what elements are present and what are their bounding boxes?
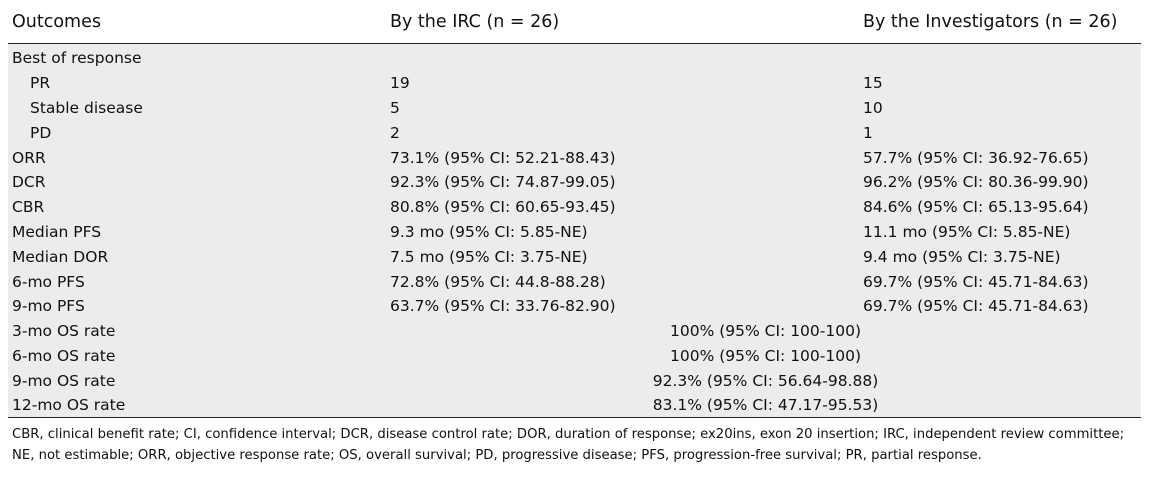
irc-value: 19: [386, 70, 859, 96]
row-label: 9-mo OS rate: [8, 368, 386, 394]
table-header: Outcomes By the IRC (n = 26) By the Inve…: [8, 0, 1141, 44]
table-row: 6-mo OS rate 100% (95% CI: 100-100): [8, 343, 1141, 369]
row-label: Median DOR: [8, 244, 386, 270]
inv-value: 96.2% (95% CI: 80.36-99.90): [859, 169, 1141, 195]
row-label: 6-mo OS rate: [8, 343, 386, 369]
irc-value: 92.3% (95% CI: 74.87-99.05): [386, 169, 859, 195]
combined-value: 83.1% (95% CI: 47.17-95.53): [386, 393, 1141, 419]
table-body: Best of response PR 19 15 Stable disease…: [8, 43, 1141, 419]
inv-value: 11.1 mo (95% CI: 5.85-NE): [859, 219, 1141, 245]
table-row: CBR 80.8% (95% CI: 60.65-93.45) 84.6% (9…: [8, 194, 1141, 220]
header-irc: By the IRC (n = 26): [386, 0, 859, 44]
irc-value: 7.5 mo (95% CI: 3.75-NE): [386, 244, 859, 270]
inv-value: 69.7% (95% CI: 45.71-84.63): [859, 269, 1141, 294]
table-row: Stable disease 5 10: [8, 95, 1141, 121]
inv-value: [859, 43, 1141, 71]
irc-value: 63.7% (95% CI: 33.76-82.90): [386, 293, 859, 319]
row-label: 12-mo OS rate: [8, 393, 386, 419]
irc-value: 72.8% (95% CI: 44.8-88.28): [386, 269, 859, 294]
table-row: 9-mo OS rate 92.3% (95% CI: 56.64-98.88): [8, 368, 1141, 394]
row-label: 9-mo PFS: [8, 293, 386, 319]
row-label: 6-mo PFS: [8, 269, 386, 294]
table-row: PD 2 1: [8, 120, 1141, 146]
inv-value: 84.6% (95% CI: 65.13-95.64): [859, 194, 1141, 220]
irc-value: [386, 43, 859, 71]
header-outcomes: Outcomes: [8, 0, 386, 44]
row-label: PD: [8, 120, 386, 146]
header-investigators: By the Investigators (n = 26): [859, 0, 1141, 44]
table-row: 9-mo PFS 63.7% (95% CI: 33.76-82.90) 69.…: [8, 293, 1141, 319]
row-label: Median PFS: [8, 219, 386, 245]
inv-value: 69.7% (95% CI: 45.71-84.63): [859, 293, 1141, 319]
table-row: 3-mo OS rate 100% (95% CI: 100-100): [8, 318, 1141, 344]
table-row: Median DOR 7.5 mo (95% CI: 3.75-NE) 9.4 …: [8, 244, 1141, 270]
combined-value: 92.3% (95% CI: 56.64-98.88): [386, 368, 1141, 394]
combined-value: 100% (95% CI: 100-100): [386, 343, 1141, 369]
row-label: 3-mo OS rate: [8, 318, 386, 344]
row-label: DCR: [8, 169, 386, 195]
table-footnote: CBR, clinical benefit rate; CI, confiden…: [12, 427, 1125, 463]
header-row: Outcomes By the IRC (n = 26) By the Inve…: [8, 0, 1141, 44]
table-row: 12-mo OS rate 83.1% (95% CI: 47.17-95.53…: [8, 393, 1141, 419]
irc-value: 5: [386, 95, 859, 121]
table-row: ORR 73.1% (95% CI: 52.21-88.43) 57.7% (9…: [8, 145, 1141, 170]
inv-value: 9.4 mo (95% CI: 3.75-NE): [859, 244, 1141, 270]
row-label: Best of response: [8, 43, 386, 71]
irc-value: 73.1% (95% CI: 52.21-88.43): [386, 145, 859, 170]
outcomes-table: Outcomes By the IRC (n = 26) By the Inve…: [8, 0, 1141, 419]
combined-value: 100% (95% CI: 100-100): [386, 318, 1141, 344]
table-row: Best of response: [8, 43, 1141, 71]
inv-value: 1: [859, 120, 1141, 146]
inv-value: 15: [859, 70, 1141, 96]
inv-value: 57.7% (95% CI: 36.92-76.65): [859, 145, 1141, 170]
row-label: Stable disease: [8, 95, 386, 121]
irc-value: 80.8% (95% CI: 60.65-93.45): [386, 194, 859, 220]
row-label: CBR: [8, 194, 386, 220]
table-row: PR 19 15: [8, 70, 1141, 96]
inv-value: 10: [859, 95, 1141, 121]
table-row: Median PFS 9.3 mo (95% CI: 5.85-NE) 11.1…: [8, 219, 1141, 245]
row-label: PR: [8, 70, 386, 96]
irc-value: 9.3 mo (95% CI: 5.85-NE): [386, 219, 859, 245]
table-row: DCR 92.3% (95% CI: 74.87-99.05) 96.2% (9…: [8, 169, 1141, 195]
irc-value: 2: [386, 120, 859, 146]
table-row: 6-mo PFS 72.8% (95% CI: 44.8-88.28) 69.7…: [8, 269, 1141, 294]
row-label: ORR: [8, 145, 386, 170]
